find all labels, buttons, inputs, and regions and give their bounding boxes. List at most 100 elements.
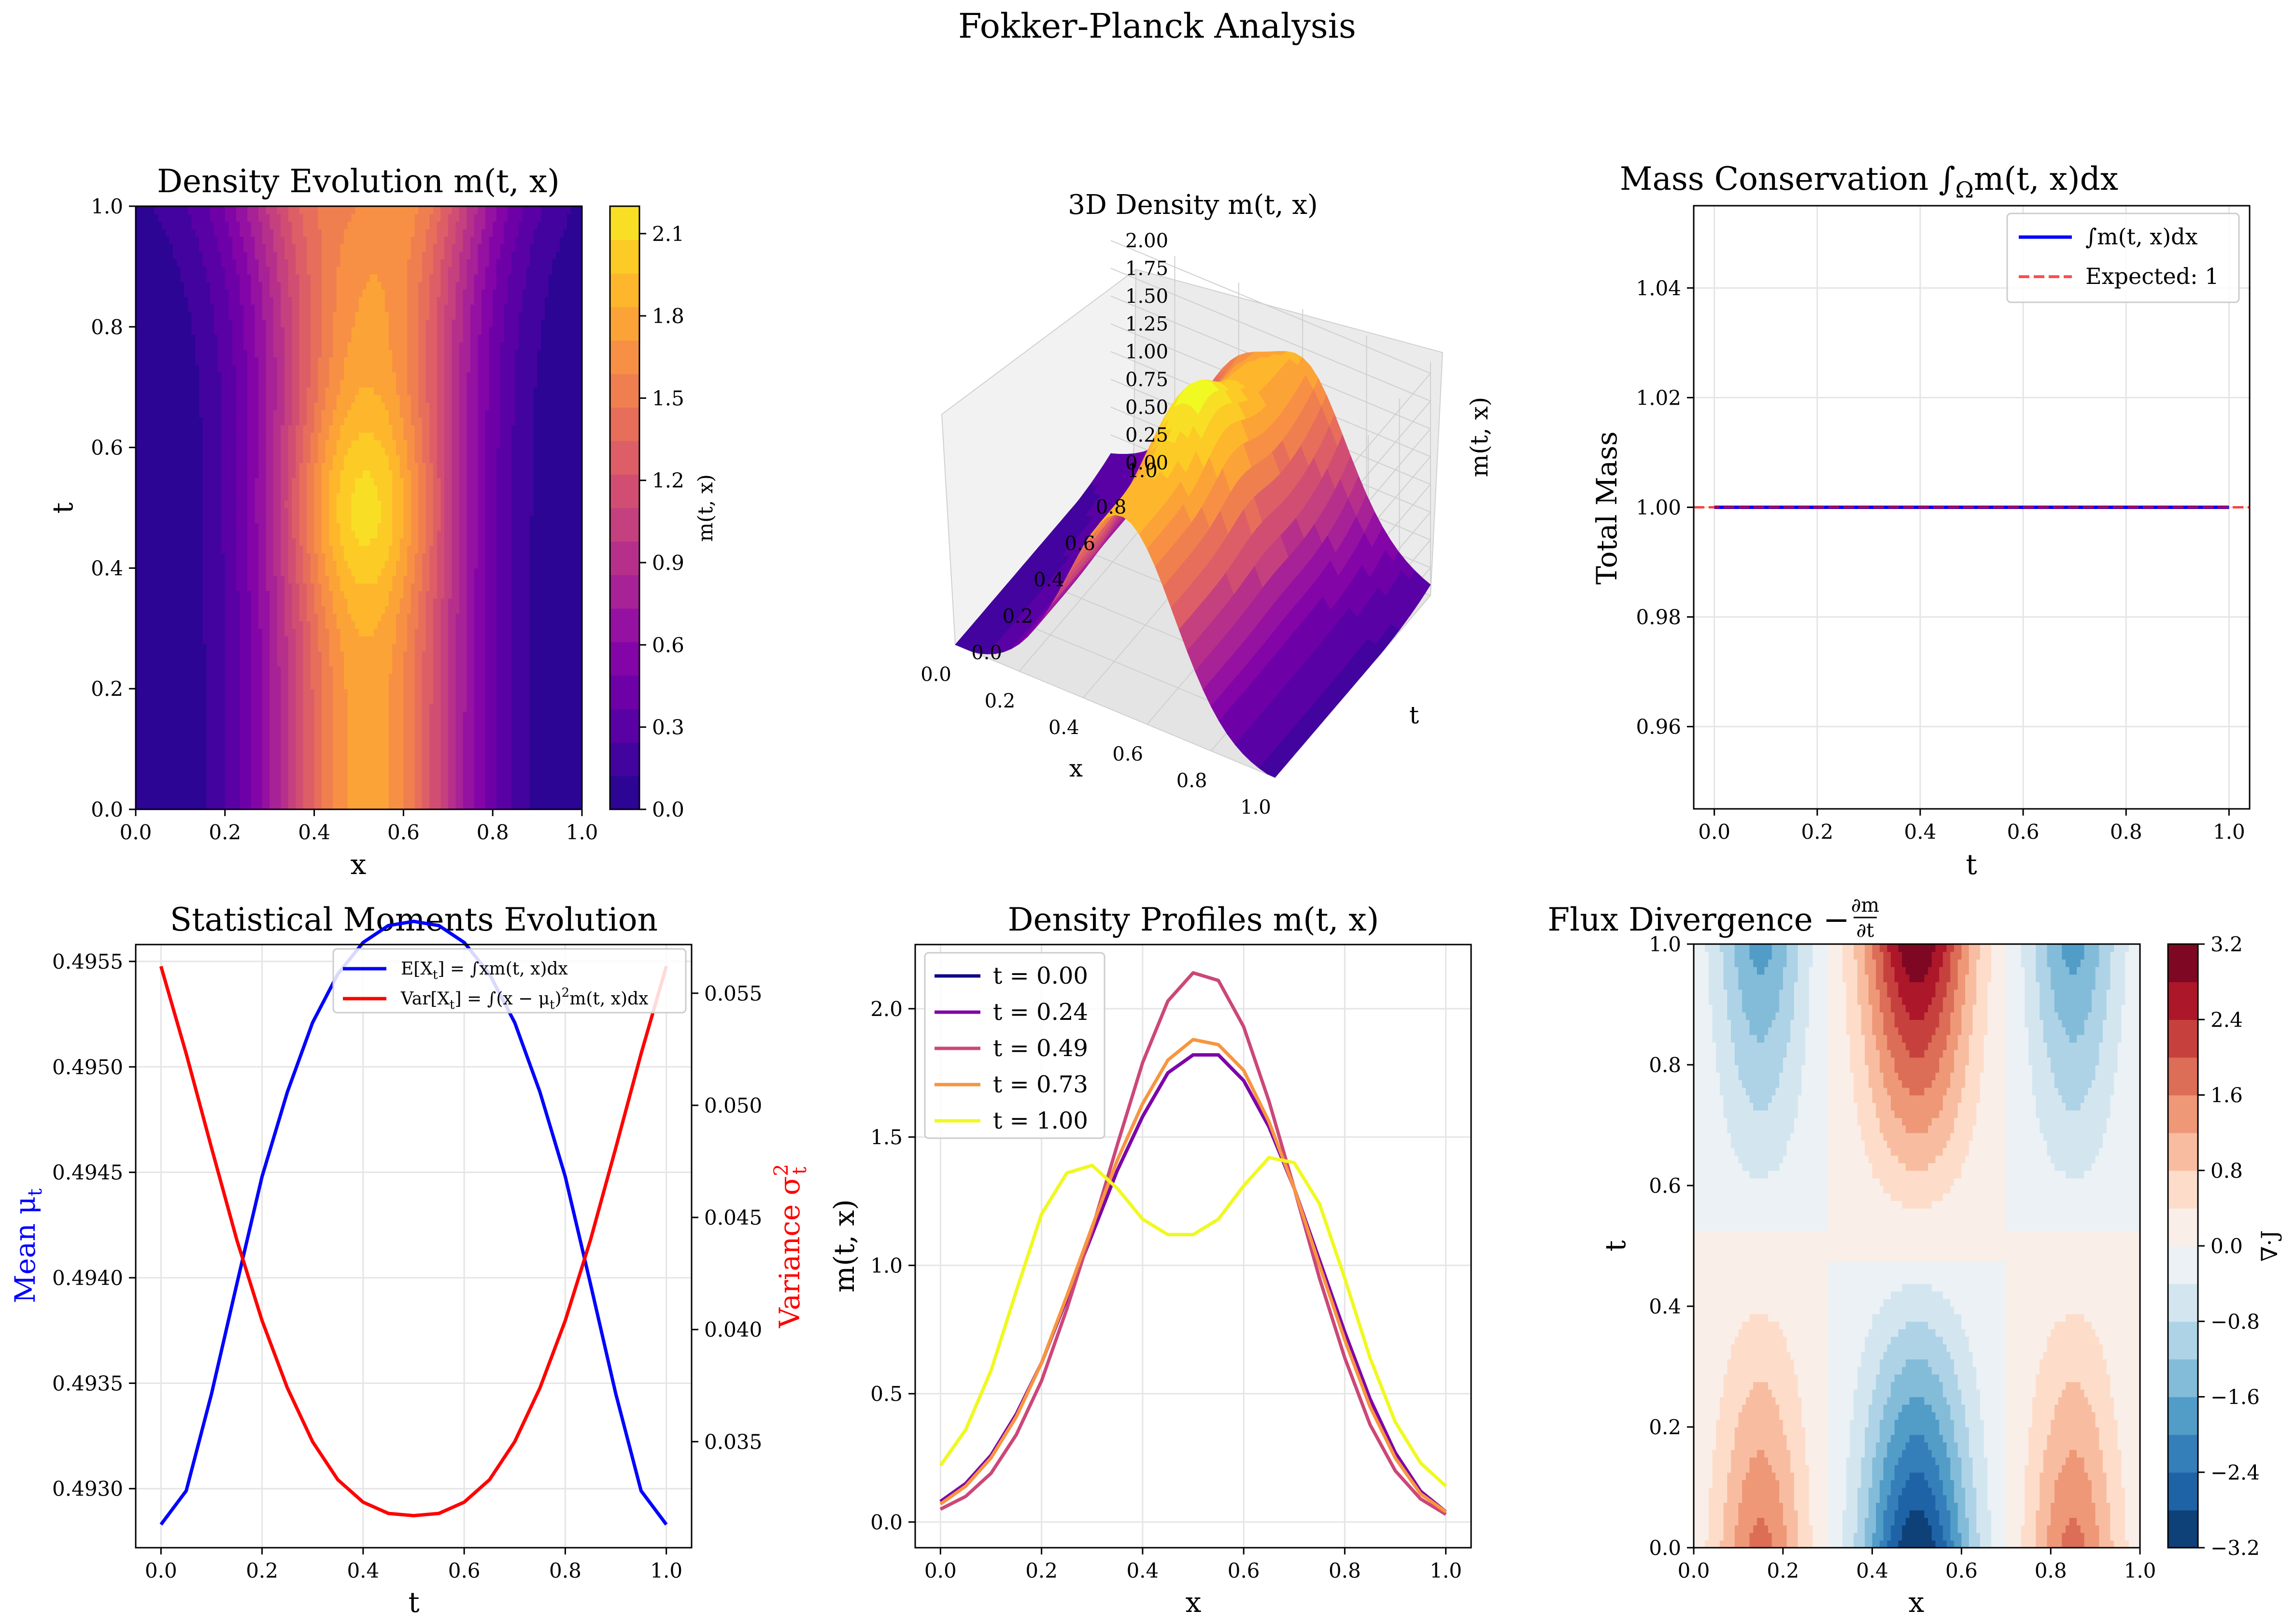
heatmap-cell <box>184 591 188 599</box>
heatmap-cell <box>362 711 367 720</box>
heatmap-cell <box>563 779 567 787</box>
heatmap-cell <box>277 508 282 516</box>
heatmap-cell <box>281 726 285 734</box>
heatmap-cell <box>530 704 534 712</box>
heatmap-cell <box>440 537 445 546</box>
heatmap-cell <box>299 794 304 803</box>
heatmap-cell <box>281 537 285 546</box>
heatmap-cell <box>277 711 282 720</box>
heatmap-cell <box>433 719 438 727</box>
heatmap-cell <box>578 681 582 689</box>
heatmap-cell <box>176 523 181 531</box>
heatmap-cell <box>240 666 244 674</box>
heatmap-cell <box>281 500 285 508</box>
heatmap-cell <box>344 515 348 523</box>
heatmap-cell <box>217 794 222 803</box>
heatmap-cell <box>202 802 207 810</box>
heatmap-cell <box>228 666 233 674</box>
heatmap-cell <box>191 515 196 523</box>
heatmap-cell <box>340 576 344 584</box>
heatmap-cell <box>277 553 282 561</box>
heatmap-cell <box>273 537 278 546</box>
heatmap-cell <box>362 598 367 607</box>
heatmap-cell <box>255 508 259 516</box>
heatmap-cell <box>511 726 516 734</box>
heatmap-cell <box>318 704 322 712</box>
heatmap-cell <box>574 576 579 584</box>
heatmap-cell <box>139 779 144 787</box>
heatmap-cell <box>530 523 534 531</box>
heatmap-cell <box>351 711 356 720</box>
heatmap-cell <box>206 696 211 705</box>
heatmap-cell <box>169 493 173 501</box>
heatmap-cell <box>307 576 311 584</box>
heatmap-cell <box>515 523 519 531</box>
heatmap-cell <box>180 568 184 576</box>
heatmap-cell <box>195 583 199 592</box>
heatmap-cell <box>147 651 151 659</box>
heatmap-cell <box>277 515 282 523</box>
heatmap-cell <box>556 704 560 712</box>
heatmap-cell <box>489 537 493 546</box>
heatmap-cell <box>225 515 229 523</box>
heatmap-cell <box>236 651 241 659</box>
heatmap-cell <box>373 613 378 621</box>
heatmap-cell <box>407 711 411 720</box>
heatmap-cell <box>344 613 348 621</box>
heatmap-cell <box>570 749 575 757</box>
heatmap-cell <box>336 500 341 508</box>
heatmap-cell <box>213 696 218 705</box>
heatmap-cell <box>225 704 229 712</box>
heatmap-cell <box>191 545 196 553</box>
heatmap-cell <box>366 779 370 787</box>
heatmap-cell <box>150 802 155 810</box>
heatmap-cell <box>303 749 307 757</box>
heatmap-cell <box>399 764 404 772</box>
heatmap-cell <box>455 500 460 508</box>
heatmap-cell <box>292 628 296 636</box>
heatmap-cell <box>548 583 553 592</box>
heatmap-cell <box>292 591 296 599</box>
heatmap-cell <box>262 741 267 749</box>
heatmap-cell <box>150 771 155 780</box>
heatmap-cell <box>493 537 497 546</box>
heatmap-cell <box>552 583 556 592</box>
heatmap-cell <box>325 598 330 607</box>
heatmap-cell <box>440 734 445 742</box>
heatmap-cell <box>173 651 177 659</box>
heatmap-cell <box>373 749 378 757</box>
heatmap-cell <box>548 560 553 569</box>
heatmap-cell <box>154 681 158 689</box>
heatmap-cell <box>425 696 430 705</box>
heatmap-cell <box>567 734 571 742</box>
heatmap-cell <box>154 500 158 508</box>
heatmap-cell <box>511 651 516 659</box>
heatmap-cell <box>198 635 203 644</box>
heatmap-cell <box>255 568 259 576</box>
heatmap-cell <box>139 741 144 749</box>
heatmap-cell <box>206 704 211 712</box>
heatmap-cell <box>545 673 549 682</box>
heatmap-cell <box>425 711 430 720</box>
heatmap-cell <box>433 673 438 682</box>
heatmap-cell <box>463 515 468 523</box>
heatmap-cell <box>329 749 333 757</box>
heatmap-cell <box>574 771 579 780</box>
heatmap-cell <box>563 673 567 682</box>
heatmap-cell <box>429 681 434 689</box>
heatmap-cell <box>489 726 493 734</box>
heatmap-cell <box>377 628 382 636</box>
heatmap-cell <box>318 500 322 508</box>
heatmap-cell <box>399 537 404 546</box>
heatmap-cell <box>422 508 426 516</box>
heatmap-cell <box>366 508 370 516</box>
heatmap-cell <box>384 651 389 659</box>
heatmap-cell <box>574 628 579 636</box>
heatmap-cell <box>187 493 192 501</box>
heatmap-cell <box>504 515 508 523</box>
heatmap-cell <box>329 651 333 659</box>
heatmap-cell <box>307 689 311 697</box>
heatmap-cell <box>530 545 534 553</box>
heatmap-cell <box>210 530 214 538</box>
heatmap-cell <box>213 576 218 584</box>
